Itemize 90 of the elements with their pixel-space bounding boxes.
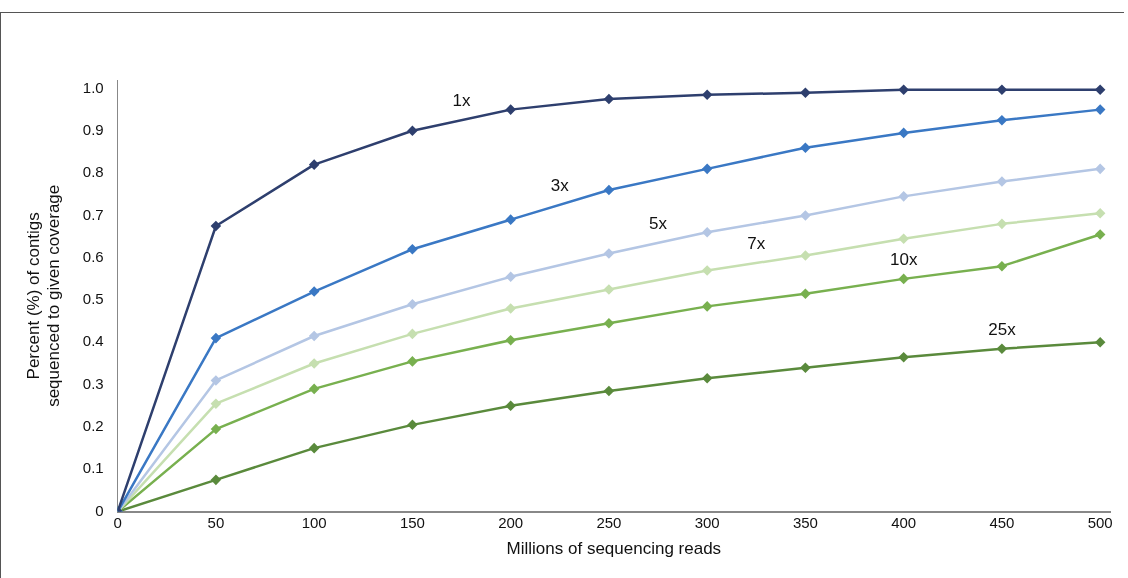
x-tick-label: 150 bbox=[399, 513, 425, 531]
series-label: 3x bbox=[550, 176, 570, 196]
point bbox=[1095, 229, 1105, 240]
y-tick-label: 0.1 bbox=[82, 459, 104, 477]
x-tick-label: 0 bbox=[113, 513, 122, 531]
point bbox=[505, 272, 516, 282]
point bbox=[702, 164, 712, 174]
point bbox=[604, 185, 614, 195]
x-tick-label: 350 bbox=[792, 513, 818, 531]
point bbox=[211, 333, 221, 343]
point bbox=[1095, 104, 1105, 115]
point bbox=[211, 398, 221, 409]
point bbox=[898, 84, 909, 95]
point bbox=[997, 261, 1007, 271]
point bbox=[211, 475, 221, 485]
y-tick-label: 1.0 bbox=[82, 78, 104, 96]
x-tick-label: 400 bbox=[891, 513, 917, 531]
y-tick-label: 0 bbox=[95, 501, 104, 519]
x-tick-label: 50 bbox=[207, 513, 225, 531]
point bbox=[309, 159, 319, 170]
point bbox=[997, 219, 1007, 229]
point bbox=[407, 126, 418, 136]
point bbox=[1095, 164, 1105, 174]
point bbox=[407, 329, 418, 339]
point bbox=[898, 191, 909, 202]
point bbox=[800, 288, 811, 299]
point bbox=[898, 352, 909, 362]
point bbox=[800, 250, 811, 261]
point bbox=[702, 373, 712, 384]
series-label: 10x bbox=[889, 250, 918, 270]
point bbox=[997, 115, 1007, 125]
point bbox=[1095, 337, 1105, 348]
point bbox=[309, 358, 319, 369]
y-axis-title: Percent (%) of contigs sequenced to given coverage bbox=[23, 184, 64, 407]
point bbox=[702, 265, 712, 276]
series-label: 5x bbox=[649, 214, 668, 234]
point bbox=[604, 386, 614, 396]
x-tick-label: 450 bbox=[989, 513, 1015, 531]
y-tick-label: 0.5 bbox=[82, 290, 104, 308]
point bbox=[309, 286, 319, 297]
point bbox=[211, 221, 221, 231]
point bbox=[604, 248, 614, 259]
point bbox=[997, 84, 1007, 95]
y-tick-label: 0.4 bbox=[82, 332, 104, 350]
point bbox=[800, 87, 811, 98]
point bbox=[505, 335, 516, 345]
point bbox=[800, 210, 811, 221]
point bbox=[997, 343, 1007, 354]
y-tick-label: 0.8 bbox=[82, 163, 104, 181]
point bbox=[898, 233, 909, 244]
point bbox=[997, 176, 1007, 187]
point bbox=[407, 356, 418, 367]
point bbox=[1095, 208, 1105, 219]
x-axis-title: Millions of sequencing reads bbox=[506, 539, 722, 559]
x-tick-label: 100 bbox=[301, 513, 327, 531]
point bbox=[407, 420, 418, 430]
point bbox=[604, 318, 614, 329]
point bbox=[800, 142, 811, 153]
point bbox=[1095, 84, 1105, 95]
series-label: 25x bbox=[988, 319, 1017, 339]
point bbox=[505, 401, 516, 411]
x-tick-label: 200 bbox=[498, 513, 524, 531]
y-tick-label: 0.6 bbox=[82, 247, 104, 265]
point bbox=[505, 303, 516, 314]
point bbox=[702, 301, 712, 312]
x-tick-label: 300 bbox=[694, 513, 720, 531]
x-tick-label: 500 bbox=[1087, 513, 1113, 531]
point bbox=[309, 443, 319, 453]
point bbox=[604, 94, 614, 104]
y-tick-label: 0.7 bbox=[82, 205, 104, 223]
point bbox=[309, 331, 319, 341]
series-label: 1x bbox=[452, 91, 472, 111]
point bbox=[702, 227, 712, 238]
point bbox=[604, 284, 614, 295]
point bbox=[211, 375, 221, 386]
point bbox=[407, 299, 418, 310]
point bbox=[800, 362, 811, 373]
y-tick-label: 0.9 bbox=[82, 120, 104, 138]
point bbox=[407, 244, 418, 255]
y-tick-label: 0.2 bbox=[82, 417, 104, 435]
point bbox=[211, 424, 221, 434]
point bbox=[898, 274, 909, 284]
point bbox=[505, 104, 516, 115]
point bbox=[505, 214, 516, 225]
y-tick-label: 0.3 bbox=[82, 374, 104, 392]
series-label: 7x bbox=[747, 234, 766, 254]
point bbox=[309, 384, 319, 394]
point bbox=[898, 128, 909, 138]
x-tick-label: 250 bbox=[596, 513, 622, 531]
point bbox=[702, 90, 712, 100]
